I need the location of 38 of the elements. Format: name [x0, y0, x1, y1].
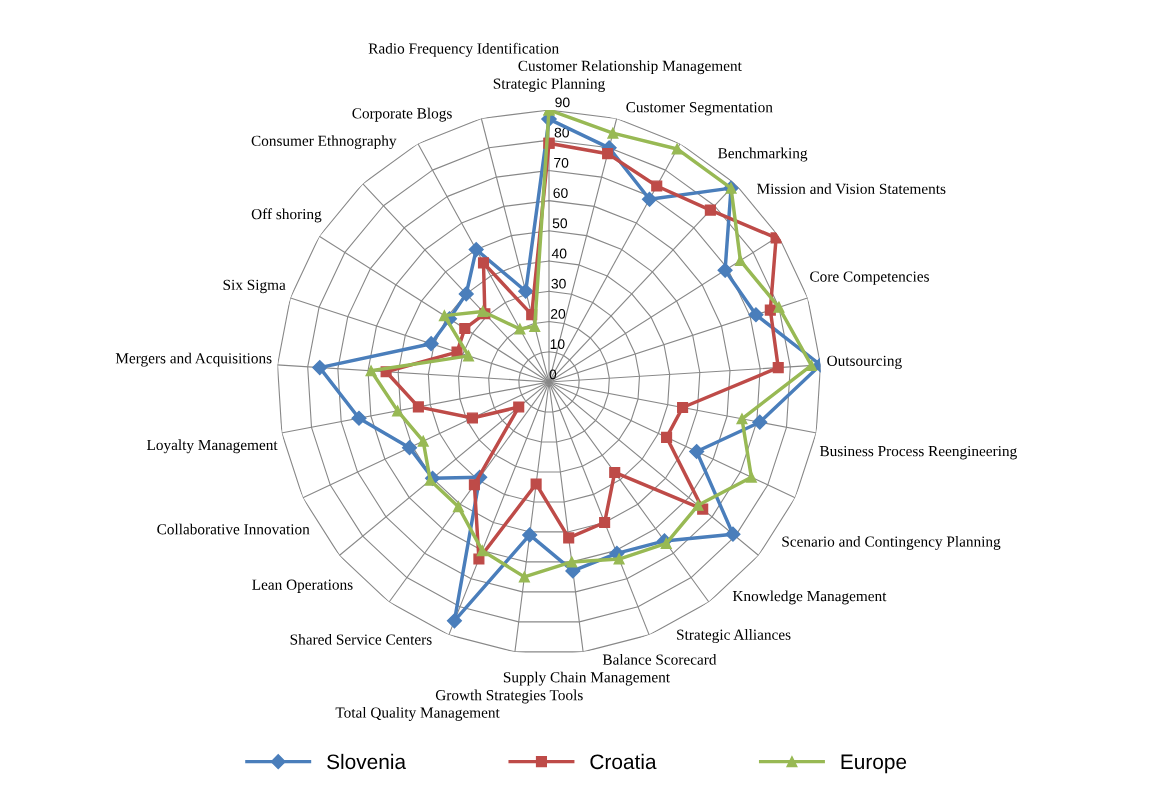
- spoke-label: Shared Service Centers: [290, 633, 432, 645]
- spoke-label: Mission and Vision Statements: [757, 183, 946, 195]
- spoke-label: Radio Frequency Identification: [368, 42, 559, 57]
- spoke-label: Loyalty Management: [146, 439, 278, 454]
- spoke-label: Scenario and Contingency Planning: [782, 536, 1001, 550]
- spoke-label: Outsourcing: [827, 355, 902, 370]
- spoke-label: Strategic Planning: [493, 78, 605, 92]
- legend-label: Slovenia: [327, 753, 407, 770]
- spoke-label: Collaborative Innovation: [157, 523, 310, 535]
- spoke-label: Strategic Alliances: [677, 629, 791, 643]
- y-tick-label: 60: [553, 188, 568, 198]
- legend-label: Croatia: [590, 753, 657, 770]
- spoke-label: Off shoring: [251, 208, 322, 223]
- spoke-label: Supply Chain Management: [503, 671, 670, 686]
- y-tick-label: 40: [551, 248, 567, 259]
- spoke-label: Total Quality Management: [335, 706, 500, 721]
- spoke-label: Consumer Ethnography: [251, 135, 397, 150]
- y-tick-label: 30: [551, 278, 566, 289]
- spoke-label: Corporate Blogs: [352, 107, 452, 122]
- spoke-label: Six Sigma: [223, 279, 286, 294]
- spoke-label: Benchmarking: [718, 147, 808, 162]
- spoke-label: Knowledge Management: [732, 590, 887, 605]
- y-tick-label: 50: [552, 218, 568, 229]
- y-tick-label: 90: [555, 97, 570, 108]
- spoke-label: Core Competencies: [810, 271, 929, 285]
- y-tick-label: 0: [549, 369, 557, 380]
- spoke-label: Business Process Reengineering: [819, 445, 1017, 460]
- spoke-label: Lean Operations: [252, 579, 353, 593]
- y-tick-label: 20: [550, 308, 566, 319]
- y-tick-label: 10: [550, 339, 565, 350]
- spoke-label: Customer Relationship Management: [518, 60, 742, 75]
- spoke-label: Mergers and Acquisitions: [115, 352, 272, 367]
- y-tick-label: 80: [554, 127, 569, 138]
- legend-label: Europe: [841, 754, 907, 774]
- y-tick-label: 70: [554, 157, 569, 168]
- spoke-label: Growth Strategies Tools: [435, 689, 583, 704]
- spoke-label: Balance Scorecard: [602, 654, 717, 665]
- spoke-label: Customer Segmentation: [626, 102, 773, 116]
